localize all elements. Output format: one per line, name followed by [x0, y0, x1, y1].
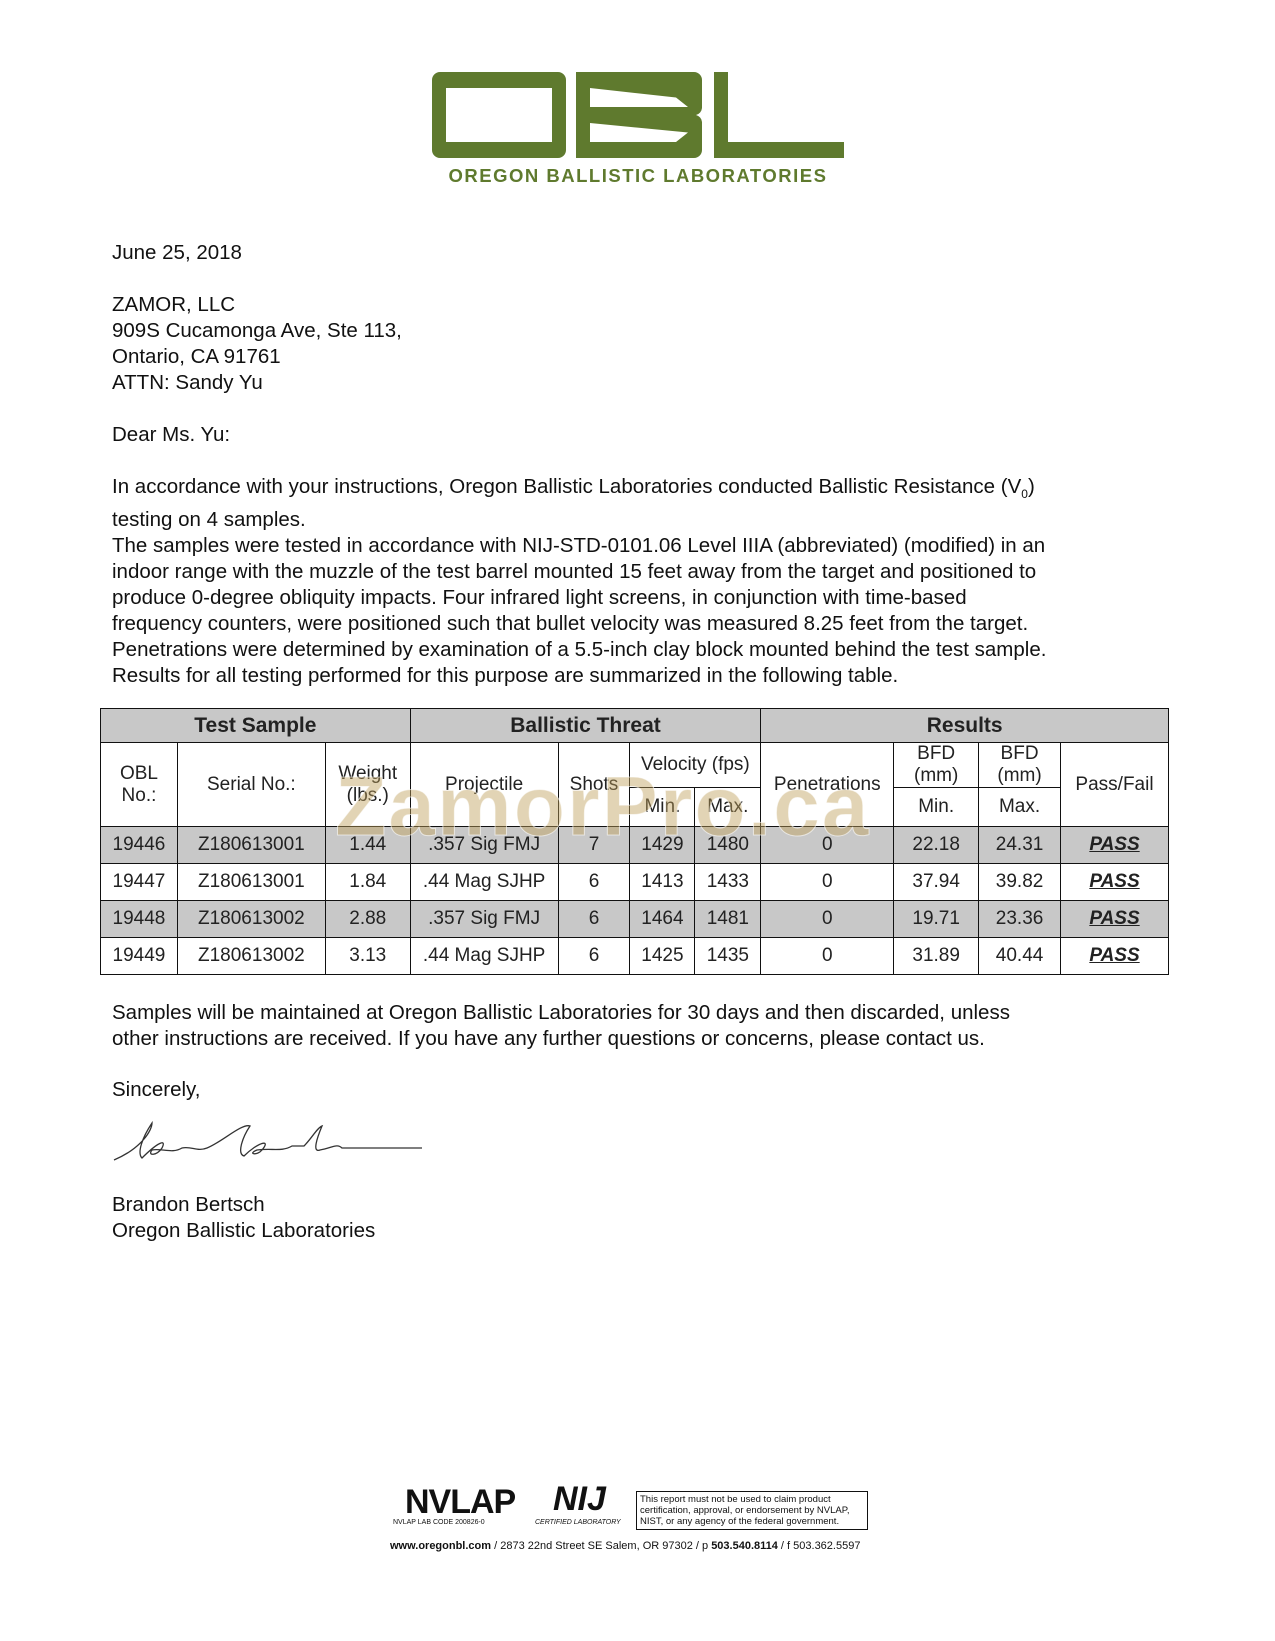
table-cell: 1480 [694, 826, 762, 864]
signoff: Sincerely, [112, 1078, 201, 1101]
table-cell: 6 [557, 863, 631, 901]
table-cell: Z180613001 [176, 863, 326, 901]
table-cell: 19449 [100, 937, 178, 975]
table-cell: .44 Mag SJHP [409, 937, 559, 975]
nvlap-logo: NVLAP [405, 1483, 516, 1521]
group-ballistic-threat: Ballistic Threat [409, 708, 762, 743]
col-weight: Weight (lbs.) [324, 742, 411, 827]
body-line: The samples were tested in accordance wi… [112, 534, 1046, 558]
col-obl-no: OBL No.: [100, 742, 178, 827]
table-cell: 2.88 [324, 900, 411, 938]
table-cell: 19447 [100, 863, 178, 901]
table-cell: 24.31 [978, 826, 1061, 864]
pass-fail-cell: PASS [1060, 826, 1169, 864]
table-row: 19446 Z180613001 1.44.357 Sig FMJ 7 1429 1480… [100, 826, 1169, 864]
body-text: In accordance with your instructions, Or… [112, 474, 1046, 689]
recipient-address: ZAMOR, LLC 909S Cucamonga Ave, Ste 113, … [112, 292, 402, 396]
body-line: testing on 4 samples. [112, 508, 306, 532]
col-bfd-max: BFD (mm) [978, 742, 1061, 788]
table-cell: 6 [557, 900, 631, 938]
signer-org: Oregon Ballistic Laboratories [112, 1219, 376, 1242]
letter-date: June 25, 2018 [112, 241, 242, 264]
table-cell: 1429 [629, 826, 696, 864]
footer-contact: www.oregonbl.com / 2873 22nd Street SE S… [390, 1540, 861, 1552]
nij-logo: NIJ [553, 1480, 606, 1518]
results-table: Test Sample Ballistic Threat Results OBL… [100, 708, 1169, 975]
address-line: ATTN: Sandy Yu [112, 371, 263, 394]
col-shots: Shots [557, 742, 631, 827]
table-cell: 1435 [694, 937, 762, 975]
body-line: frequency counters, were positioned such… [112, 612, 1029, 636]
table-cell: 7 [557, 826, 631, 864]
table-cell: .357 Sig FMJ [409, 900, 559, 938]
table-cell: Z180613002 [176, 937, 326, 975]
table-cell: 1481 [694, 900, 762, 938]
table-cell: 0 [760, 826, 895, 864]
nvlap-code: NVLAP LAB CODE 200826-0 [393, 1519, 485, 1526]
obl-logo [432, 72, 844, 158]
table-cell: Z180613002 [176, 900, 326, 938]
table-cell: Z180613001 [176, 826, 326, 864]
table-cell: 40.44 [978, 937, 1061, 975]
signer-name: Brandon Bertsch [112, 1193, 265, 1216]
table-cell: 0 [760, 937, 895, 975]
table-cell: 19446 [100, 826, 178, 864]
signer-block: Brandon Bertsch Oregon Ballistic Laborat… [112, 1192, 375, 1244]
col-bfd-max-sub: Max. [978, 787, 1061, 827]
table-cell: 6 [557, 937, 631, 975]
address-line: ZAMOR, LLC [112, 293, 236, 316]
signature [113, 1120, 422, 1161]
col-serial: Serial No.: [176, 742, 326, 827]
table-cell: 19.71 [893, 900, 980, 938]
table-row: 19447 Z180613001 1.84.44 Mag SJHP 6 1413 1433… [100, 863, 1169, 901]
body-line: indoor range with the muzzle of the test… [112, 560, 1037, 584]
table-cell: 37.94 [893, 863, 980, 901]
closing-line: other instructions are received. If you … [112, 1027, 985, 1050]
table-cell: 1413 [629, 863, 696, 901]
col-projectile: Projectile [409, 742, 559, 827]
table-row: 19449 Z180613002 3.13.44 Mag SJHP 6 1425 1435… [100, 937, 1169, 975]
col-bfd-min: BFD (mm) [893, 742, 980, 788]
body-line: Penetrations were determined by examinat… [112, 638, 1047, 662]
address-line: 909S Cucamonga Ave, Ste 113, [112, 319, 402, 342]
table-cell: 1464 [629, 900, 696, 938]
website-link[interactable]: www.oregonbl.com [390, 1540, 492, 1552]
body-line: In accordance with your instructions, Or… [112, 475, 1035, 502]
pass-fail-cell: PASS [1060, 937, 1169, 975]
table-row: 19448 Z180613002 2.88.357 Sig FMJ 6 1464 1481… [100, 900, 1169, 938]
table-cell: 0 [760, 863, 895, 901]
col-velocity: Velocity (fps) [629, 742, 762, 788]
table-cell: 1433 [694, 863, 762, 901]
col-bfd-min-sub: Min. [893, 787, 980, 827]
group-results: Results [760, 708, 1169, 743]
closing-paragraph: Samples will be maintained at Oregon Bal… [112, 1000, 1010, 1052]
col-penetrations: Penetrations [760, 742, 895, 827]
table-cell: 31.89 [893, 937, 980, 975]
table-cell: 3.13 [324, 937, 411, 975]
org-name: OREGON BALLISTIC LABORATORIES [448, 165, 828, 186]
pass-fail-cell: PASS [1060, 863, 1169, 901]
body-line: Results for all testing performed for th… [112, 664, 899, 688]
table-cell: 1.44 [324, 826, 411, 864]
group-test-sample: Test Sample [100, 708, 411, 743]
col-pass-fail: Pass/Fail [1060, 742, 1169, 827]
address-line: Ontario, CA 91761 [112, 345, 281, 368]
body-line: produce 0-degree obliquity impacts. Four… [112, 586, 967, 610]
col-vel-min: Min. [629, 787, 696, 827]
table-cell: 0 [760, 900, 895, 938]
table-cell: 22.18 [893, 826, 980, 864]
salutation: Dear Ms. Yu: [112, 423, 231, 446]
table-cell: 39.82 [978, 863, 1061, 901]
table-cell: 1425 [629, 937, 696, 975]
pass-fail-cell: PASS [1060, 900, 1169, 938]
table-cell: 1.84 [324, 863, 411, 901]
closing-line: Samples will be maintained at Oregon Bal… [112, 1001, 1010, 1024]
disclaimer: This report must not be used to claim pr… [636, 1491, 868, 1530]
table-cell: .357 Sig FMJ [409, 826, 559, 864]
col-vel-max: Max. [694, 787, 762, 827]
nij-caption: CERTIFIED LABORATORY [535, 1519, 621, 1526]
table-cell: .44 Mag SJHP [409, 863, 559, 901]
table-cell: 23.36 [978, 900, 1061, 938]
table-cell: 19448 [100, 900, 178, 938]
